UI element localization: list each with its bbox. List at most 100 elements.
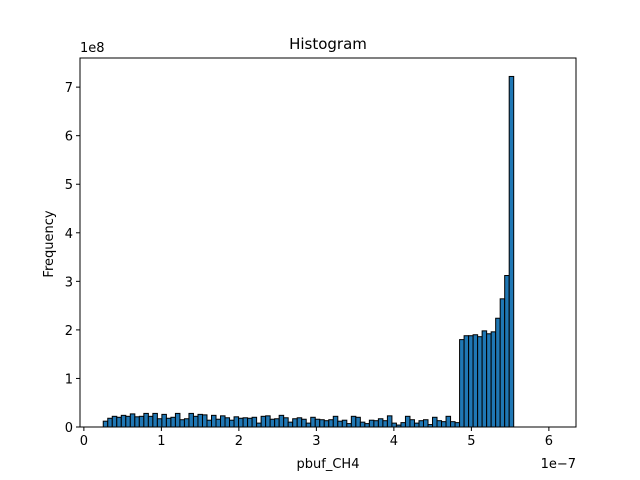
histogram-bar [287,421,294,428]
histogram-bar [116,416,122,428]
histogram-bar [373,420,379,428]
histogram-bar [260,415,267,428]
histogram-bar [359,421,366,428]
histogram-bar [413,422,420,428]
y-tick-label: 0 [65,421,73,436]
histogram-bar [422,419,429,428]
histogram-bar [364,423,370,428]
histogram-bar [432,416,438,428]
histogram-bar [102,420,109,428]
histogram-bar [368,419,375,428]
histogram-bar [156,418,163,428]
histogram-bar [445,415,452,428]
histogram-bar [283,417,289,428]
histogram-bar [265,415,271,428]
histogram-bar [192,415,199,428]
histogram-bar [382,420,388,428]
histogram-bar [377,418,384,428]
plot-frame [79,57,577,428]
histogram-bar [278,414,285,428]
x-scale-label: 1e−7 [541,457,576,472]
histogram-bar [328,419,334,428]
bars-group [102,75,515,428]
histogram-bar [161,413,167,428]
histogram-bar [125,415,131,428]
histogram-bar [134,416,140,428]
histogram-bar [468,335,474,428]
histogram-bar [404,415,411,428]
histogram-bar [495,317,501,428]
histogram-bar [486,333,492,428]
histogram-bar [269,418,276,428]
histogram-bar [256,422,262,428]
histogram-bar [337,420,343,428]
histogram-bar [152,412,158,428]
histogram-bar [391,422,397,428]
histogram-bar [107,417,113,428]
histogram-bar [292,418,298,428]
histogram-bar [355,416,361,428]
y-tick-label: 6 [65,130,73,145]
histogram-bar [341,419,348,428]
histogram-bar [314,418,321,428]
y-tick-label: 3 [65,275,73,290]
histogram-bar [301,418,307,428]
y-axis-label: Frequency [42,210,57,277]
histogram-bar [477,336,483,428]
histogram-bar [238,417,244,428]
histogram-bar [504,275,510,428]
histogram-bar [179,419,185,428]
x-tick-label: 5 [467,434,475,449]
y-tick-label: 7 [65,81,73,96]
y-tick-label: 1 [65,372,73,387]
histogram-bar [463,335,470,428]
histogram-bar [472,334,479,428]
histogram-bar [436,420,443,428]
histogram-bar [138,415,145,428]
histogram-bar [220,415,226,428]
y-tick-label: 2 [65,324,73,339]
histogram-bar [454,422,461,428]
y-tick-label: 4 [65,227,73,242]
histogram-bar [129,413,136,428]
histogram-bar [274,418,280,428]
histogram-bar [296,417,303,428]
histogram-bar [242,417,249,428]
histogram-bar [490,331,497,428]
histogram-bar [233,416,240,428]
histogram-bar [120,414,127,428]
histogram-bar [147,415,154,428]
histogram-bar [323,420,330,428]
histogram-bar [111,415,118,428]
x-ticks-group: 0 1 2 3 4 5 6 [80,427,553,449]
x-tick-label: 1 [157,434,165,449]
histogram-bar [215,418,222,428]
histogram-bar [332,415,339,428]
histogram-bar [459,339,465,428]
histogram-bar [499,298,506,428]
histogram-bar [508,75,515,428]
x-tick-label: 6 [545,434,553,449]
histogram-bar [305,422,312,428]
y-ticks-group: 0 1 2 3 4 5 6 7 [65,81,80,436]
histogram-bar [319,419,325,428]
histogram-bar [247,417,253,428]
histogram-bar [251,416,258,428]
histogram-bar [143,412,149,428]
x-tick-label: 3 [312,434,320,449]
histogram-bar [346,423,352,428]
x-tick-label: 2 [235,434,243,449]
histogram-bar [201,414,208,428]
histogram-bar [481,330,488,428]
histogram-bar [224,417,231,428]
histogram-bar [418,420,424,428]
histogram-bar [400,422,406,428]
y-tick-label: 5 [65,178,73,193]
histogram-bar [441,421,447,428]
x-tick-label: 4 [390,434,398,449]
histogram-bar [206,419,213,428]
histogram-bar [174,412,181,428]
histogram-bar [188,412,194,428]
histogram-bar [310,416,316,428]
